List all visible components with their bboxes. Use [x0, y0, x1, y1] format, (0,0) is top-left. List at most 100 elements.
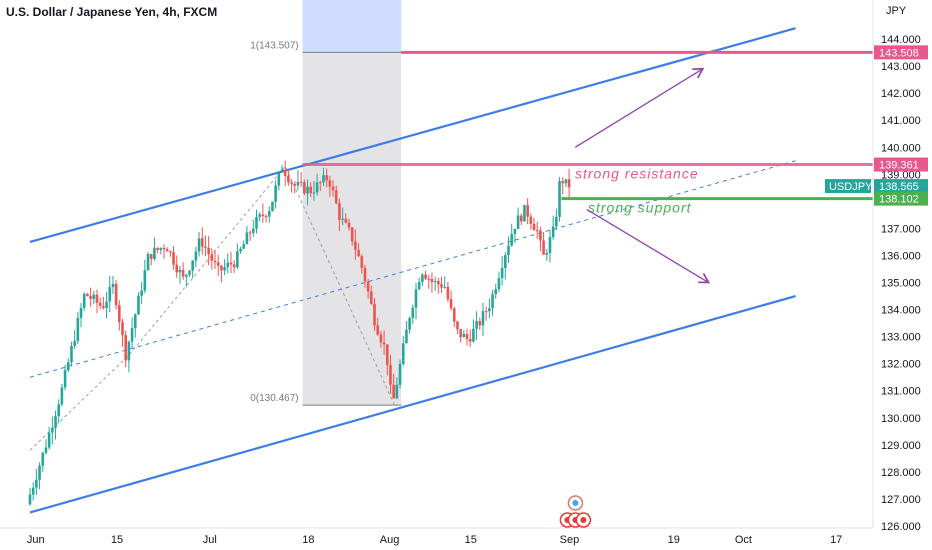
candle-body[interactable]: [178, 269, 182, 273]
candle-body[interactable]: [185, 274, 188, 277]
candle-body[interactable]: [491, 294, 494, 309]
candle-body[interactable]: [271, 201, 274, 212]
candle-body[interactable]: [60, 387, 64, 405]
candle-body[interactable]: [382, 342, 386, 345]
candle-body[interactable]: [82, 293, 86, 308]
candle-body[interactable]: [516, 215, 520, 229]
candle-body[interactable]: [519, 215, 523, 222]
candle-body[interactable]: [331, 186, 335, 191]
candle-body[interactable]: [47, 432, 51, 448]
candle-body[interactable]: [299, 181, 303, 183]
candle-body[interactable]: [325, 175, 328, 181]
candle-body[interactable]: [267, 211, 271, 217]
candle-body[interactable]: [66, 362, 70, 371]
candle-body[interactable]: [146, 254, 150, 271]
candle-body[interactable]: [539, 230, 542, 241]
candle-body[interactable]: [385, 344, 389, 366]
candle-body[interactable]: [213, 260, 217, 263]
candle-body[interactable]: [153, 247, 156, 259]
candle-body[interactable]: [363, 267, 367, 282]
candle-body[interactable]: [465, 333, 469, 339]
candle-body[interactable]: [510, 234, 513, 246]
candle-body[interactable]: [220, 265, 223, 271]
candle-body[interactable]: [417, 282, 421, 290]
candle-body[interactable]: [57, 404, 61, 417]
candle-body[interactable]: [239, 248, 242, 252]
candle-body[interactable]: [188, 270, 191, 275]
candle-body[interactable]: [437, 280, 440, 285]
candle-body[interactable]: [341, 218, 344, 220]
candle-body[interactable]: [51, 427, 54, 433]
candle-body[interactable]: [427, 278, 431, 280]
candle-body[interactable]: [264, 215, 268, 217]
candle-body[interactable]: [108, 287, 112, 302]
candle-body[interactable]: [472, 328, 475, 342]
candle-body[interactable]: [216, 262, 220, 266]
projection-arrow-1[interactable]: [574, 67, 705, 148]
candle-body[interactable]: [255, 216, 258, 229]
candle-body[interactable]: [111, 283, 115, 288]
candle-body[interactable]: [197, 238, 201, 252]
candle-body[interactable]: [449, 299, 453, 309]
candle-body[interactable]: [121, 322, 124, 336]
candle-body[interactable]: [366, 281, 370, 292]
projection-arrow-2[interactable]: [586, 208, 711, 284]
candle-body[interactable]: [392, 384, 395, 399]
candle-body[interactable]: [564, 179, 568, 184]
candle-body[interactable]: [370, 291, 373, 304]
candle-body[interactable]: [567, 179, 571, 188]
candle-body[interactable]: [258, 214, 261, 217]
candle-body[interactable]: [312, 192, 316, 194]
candle-body[interactable]: [523, 205, 526, 222]
candle-body[interactable]: [497, 278, 501, 290]
candle-body[interactable]: [149, 254, 153, 259]
candle-body[interactable]: [322, 175, 325, 183]
candle-body[interactable]: [287, 175, 290, 183]
candle-body[interactable]: [481, 311, 485, 326]
candle-body[interactable]: [430, 278, 434, 282]
candle-body[interactable]: [532, 223, 536, 231]
candle-body[interactable]: [443, 286, 446, 288]
candle-body[interactable]: [558, 181, 561, 217]
candle-body[interactable]: [468, 338, 472, 342]
candle-body[interactable]: [513, 228, 517, 235]
candle-body[interactable]: [277, 172, 281, 186]
candle-body[interactable]: [500, 267, 504, 279]
candle-body[interactable]: [551, 226, 555, 238]
candle-body[interactable]: [207, 247, 210, 255]
candle-body[interactable]: [318, 182, 322, 184]
candle-body[interactable]: [89, 295, 92, 299]
candle-body[interactable]: [245, 232, 249, 245]
candle-body[interactable]: [73, 341, 76, 347]
candle-body[interactable]: [303, 182, 306, 194]
candle-body[interactable]: [433, 280, 437, 282]
candle-body[interactable]: [526, 205, 529, 217]
candle-body[interactable]: [373, 303, 376, 326]
candle-body[interactable]: [494, 289, 498, 295]
candle-body[interactable]: [354, 241, 357, 250]
channel-upper-line[interactable]: [29, 27, 796, 244]
candle-body[interactable]: [172, 251, 175, 265]
candle-body[interactable]: [252, 228, 255, 233]
candle-body[interactable]: [376, 325, 380, 335]
candle-body[interactable]: [102, 305, 105, 308]
candle-body[interactable]: [507, 245, 510, 256]
candle-body[interactable]: [309, 186, 313, 194]
candle-body[interactable]: [398, 363, 402, 385]
candle-body[interactable]: [411, 307, 415, 319]
candle-body[interactable]: [414, 289, 418, 308]
candle-body[interactable]: [280, 169, 284, 173]
candle-body[interactable]: [127, 341, 131, 361]
candle-body[interactable]: [98, 302, 102, 306]
candle-body[interactable]: [452, 308, 456, 322]
candle-body[interactable]: [421, 274, 424, 283]
candle-body[interactable]: [63, 370, 67, 388]
candle-body[interactable]: [283, 169, 287, 176]
candle-body[interactable]: [92, 294, 96, 299]
candle-body[interactable]: [38, 465, 41, 480]
candle-body[interactable]: [86, 293, 89, 296]
candle-body[interactable]: [542, 240, 545, 255]
candle-body[interactable]: [165, 249, 169, 252]
candle-body[interactable]: [41, 452, 45, 466]
